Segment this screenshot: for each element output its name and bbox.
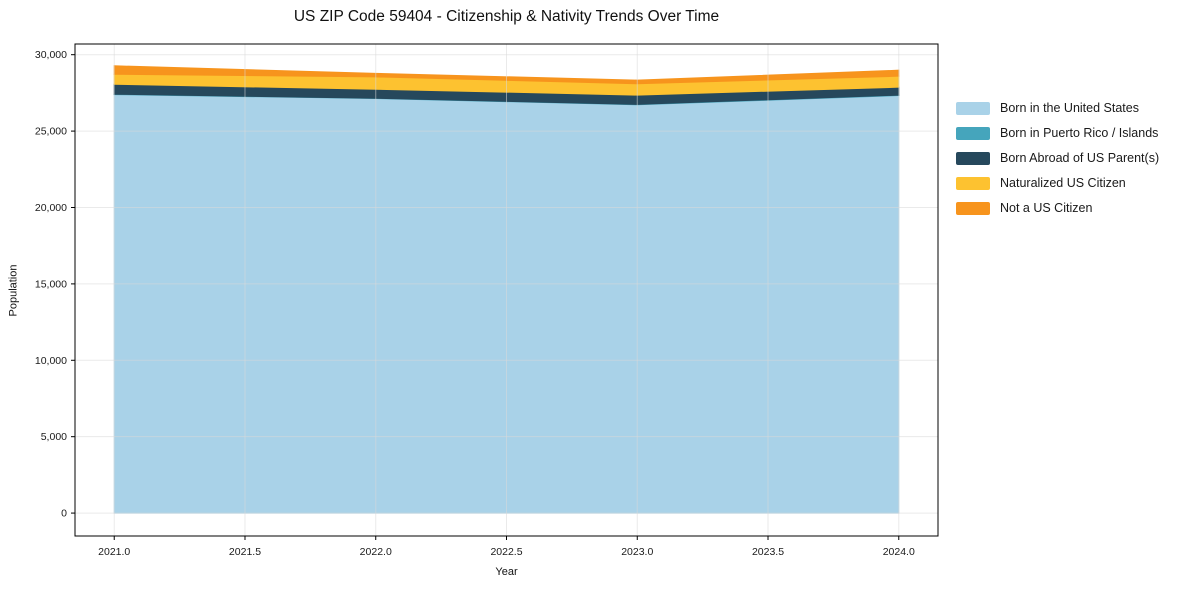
legend-label: Not a US Citizen [1000,201,1093,215]
legend-swatch-icon [956,201,990,215]
legend-item-not-a-us-citizen: Not a US Citizen [956,201,1159,215]
chart-title: US ZIP Code 59404 - Citizenship & Nativi… [293,8,720,25]
legend-item-born-in-puerto-rico-islands: Born in Puerto Rico / Islands [956,126,1159,140]
y-tick-label: 10,000 [35,355,67,367]
y-tick-label: 25,000 [35,126,67,138]
x-tick-label: 2022.0 [360,546,392,558]
legend: Born in the United States Born in Puerto … [956,101,1159,215]
y-tick-label: 15,000 [35,278,67,290]
legend-label: Naturalized US Citizen [1000,176,1126,190]
legend-item-born-abroad-of-us-parent-s: Born Abroad of US Parent(s) [956,151,1159,165]
y-tick-label: 0 [61,508,67,520]
legend-label: Born in Puerto Rico / Islands [1000,126,1159,140]
legend-swatch-icon [956,126,990,140]
legend-swatch-icon [956,151,990,165]
legend-swatch-icon [956,176,990,190]
x-tick-label: 2023.0 [621,546,653,558]
x-tick-label: 2021.5 [229,546,261,558]
x-tick-label: 2023.5 [752,546,784,558]
legend-label: Born in the United States [1000,101,1139,115]
x-tick-label: 2024.0 [883,546,915,558]
y-tick-label: 5,000 [41,431,67,443]
legend-item-naturalized-us-citizen: Naturalized US Citizen [956,176,1159,190]
y-tick-label: 20,000 [35,202,67,214]
legend-swatch-icon [956,101,990,115]
x-tick-label: 2022.5 [490,546,522,558]
legend-item-born-in-the-united-states: Born in the United States [956,101,1159,115]
y-tick-label: 30,000 [35,49,67,61]
x-axis-label: Year [495,566,518,578]
legend-label: Born Abroad of US Parent(s) [1000,151,1160,165]
y-axis-label: Population [7,264,20,317]
x-tick-label: 2021.0 [98,546,130,558]
